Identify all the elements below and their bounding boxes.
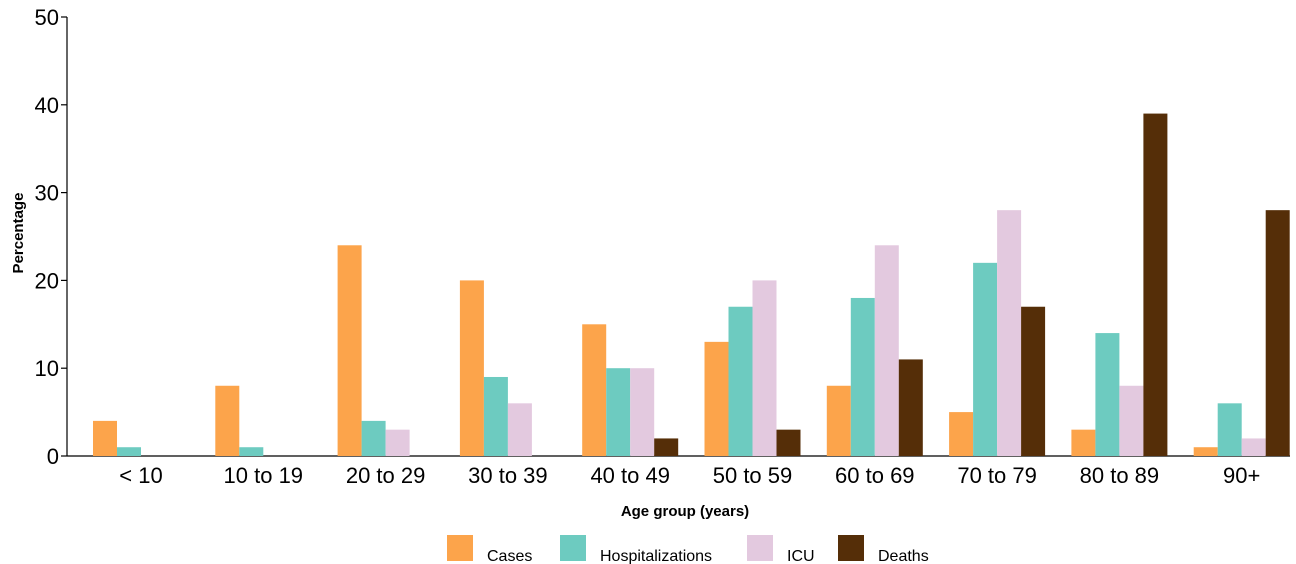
legend-swatch-hospitalizations xyxy=(560,535,586,561)
x-tick-label: 40 to 49 xyxy=(590,463,670,488)
bar-deaths xyxy=(776,429,801,456)
x-tick-label: 10 to 19 xyxy=(224,463,304,488)
bar-cases xyxy=(582,324,607,456)
bar-icu xyxy=(1241,438,1266,456)
bar-icu xyxy=(507,403,532,456)
bar-icu xyxy=(752,280,777,456)
legend-label-icu: ICU xyxy=(787,548,815,564)
x-tick-label: 90+ xyxy=(1223,463,1260,488)
legend-swatch-cases xyxy=(447,535,473,561)
bar-deaths xyxy=(1021,306,1046,456)
y-axis: 0 10 20 30 40 50 xyxy=(35,5,68,469)
bar-cases xyxy=(949,412,974,456)
y-tick-label: 0 xyxy=(47,444,59,469)
x-tick-label: 30 to 39 xyxy=(468,463,548,488)
legend-label-deaths: Deaths xyxy=(878,548,929,564)
legend-label-cases: Cases xyxy=(487,548,532,564)
y-tick-label: 10 xyxy=(35,356,59,381)
bar-hospitalizations xyxy=(361,420,386,456)
y-tick-label: 50 xyxy=(35,5,59,30)
x-tick-label: 60 to 69 xyxy=(835,463,915,488)
bar-icu xyxy=(1119,385,1144,456)
x-tick-label: 50 to 59 xyxy=(713,463,793,488)
bar-cases xyxy=(93,420,117,456)
legend-swatch-icu xyxy=(747,535,773,561)
bar-cases xyxy=(459,280,484,456)
y-tick-label: 40 xyxy=(35,93,59,118)
bar-hospitalizations xyxy=(1095,333,1120,456)
legend: Cases Hospitalizations ICU Deaths xyxy=(447,535,929,564)
bar-hospitalizations xyxy=(850,297,875,456)
legend-swatch-deaths xyxy=(838,535,864,561)
bar-icu xyxy=(385,429,410,456)
bar-cases xyxy=(704,341,729,456)
bar-cases xyxy=(1193,447,1218,456)
y-tick-label: 30 xyxy=(35,181,59,206)
bar-cases xyxy=(826,385,851,456)
bar-cases xyxy=(337,245,362,456)
bar-icu xyxy=(997,210,1022,456)
bar-icu xyxy=(874,245,899,456)
bar-cases xyxy=(1071,429,1096,456)
x-axis-title: Age group (years) xyxy=(621,503,749,520)
bar-hospitalizations xyxy=(1217,403,1242,456)
bar-hospitalizations xyxy=(483,376,508,456)
y-axis-title: Percentage xyxy=(10,193,27,274)
bar-hospitalizations xyxy=(606,368,631,456)
bar-deaths xyxy=(898,359,923,456)
x-tick-label: < 10 xyxy=(119,463,162,488)
bar-deaths xyxy=(654,438,679,456)
bar-cases xyxy=(215,385,240,456)
x-tick-label: 70 to 79 xyxy=(957,463,1037,488)
bar-icu xyxy=(630,368,655,456)
y-tick-label: 20 xyxy=(35,268,59,293)
x-tick-label: 80 to 89 xyxy=(1080,463,1160,488)
x-tick-label: 20 to 29 xyxy=(346,463,426,488)
x-axis: < 10 10 to 19 20 to 29 30 to 39 40 to 49 50 t… xyxy=(67,455,1290,488)
bar-deaths xyxy=(1143,113,1168,456)
bars xyxy=(93,113,1290,456)
bar-hospitalizations xyxy=(973,262,998,456)
bar-hospitalizations xyxy=(728,306,753,456)
bar-hospitalizations xyxy=(239,447,264,456)
legend-label-hospitalizations: Hospitalizations xyxy=(600,548,712,564)
bar-deaths xyxy=(1265,210,1290,456)
bar-hospitalizations xyxy=(117,447,141,456)
